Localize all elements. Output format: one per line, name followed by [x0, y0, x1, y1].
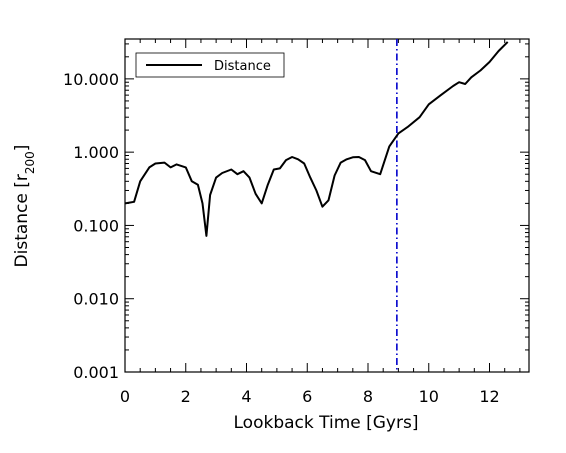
y-axis-title: Distance [r200]	[12, 145, 37, 268]
y-axis-title-subscript: 200	[23, 151, 37, 174]
plot-area: 0 2 4 6 8 10 12 0.001 0.010 0.100 1.000 10.000	[63, 38, 530, 406]
x-tick-label: 8	[363, 387, 373, 406]
x-tick-label: 10	[419, 387, 439, 406]
x-tick-label: 2	[181, 387, 191, 406]
x-axis-title: Lookback Time [Gyrs]	[234, 413, 419, 433]
y-tick-label: 0.010	[73, 290, 119, 309]
y-tick-label: 1.000	[73, 143, 119, 162]
x-tick-label: 12	[479, 387, 499, 406]
y-axis-title-close: ]	[12, 145, 32, 152]
y-tick-label: 0.100	[73, 216, 119, 235]
y-axis-title-main: Distance [r	[12, 174, 32, 267]
y-tick-label: 0.001	[73, 363, 119, 382]
x-tick-label: 4	[241, 387, 251, 406]
y-tick-label: 10.000	[63, 70, 119, 89]
x-tick-label: 0	[120, 387, 130, 406]
x-tick-label: 6	[302, 387, 312, 406]
legend-label-distance: Distance	[214, 59, 271, 74]
series-line-distance	[124, 41, 509, 237]
plot-frame	[124, 38, 530, 373]
legend: Distance	[135, 52, 285, 78]
